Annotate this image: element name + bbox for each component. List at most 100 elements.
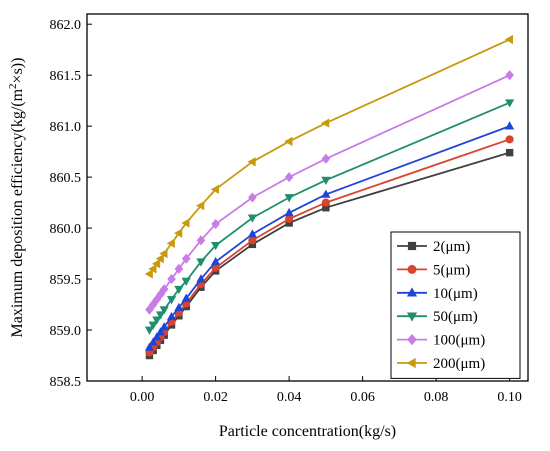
legend-item: 10(μm) <box>397 286 478 302</box>
y-tick-label: 861.5 <box>50 69 82 84</box>
legend-label: 100(μm) <box>433 333 485 349</box>
y-tick-label: 860.0 <box>50 222 82 237</box>
data-point <box>148 321 158 330</box>
data-point <box>167 274 176 285</box>
data-point <box>152 316 162 325</box>
data-point <box>504 34 513 45</box>
y-axis-title-part2: ×s)) <box>9 58 26 84</box>
data-point <box>159 248 168 259</box>
legend-item: 100(μm) <box>397 333 485 349</box>
legend-label: 5(μm) <box>433 262 470 278</box>
x-tick-label: 0.06 <box>350 390 375 405</box>
data-point <box>210 184 219 194</box>
data-point <box>505 148 514 157</box>
data-point <box>321 176 331 186</box>
data-point <box>211 242 221 251</box>
data-point <box>285 214 294 223</box>
data-point <box>174 228 183 238</box>
data-point <box>155 311 166 320</box>
data-point <box>211 256 221 266</box>
legend-marker <box>406 357 416 369</box>
axis-layer: 0.00 0.02 0.04 0.06 0.08 0.10 858.5 859.0 859.5 8… <box>50 18 522 405</box>
x-tick-label: 0.02 <box>203 390 228 405</box>
legend-item: 200(μm) <box>397 356 485 372</box>
legend-marker <box>407 264 417 274</box>
data-point <box>321 189 331 198</box>
data-point <box>321 198 330 207</box>
data-point <box>174 302 184 311</box>
series-group <box>144 99 515 335</box>
y-tick-label: 861.0 <box>50 120 82 135</box>
x-axis-title: Particle concentration(kg/s) <box>219 423 396 440</box>
data-point <box>151 259 161 269</box>
data-point <box>196 235 206 246</box>
data-point <box>284 136 293 147</box>
y-axis-title-superscript: 2 <box>7 83 19 89</box>
data-point <box>166 296 177 305</box>
y-tick-label: 859.0 <box>50 324 82 339</box>
data-point <box>248 236 257 245</box>
data-point <box>247 157 256 167</box>
legend: 2(μm) 5(μm) 10(μm) 50(μm) 100(μm) 200(μm) <box>390 231 521 379</box>
legend-items: 2(μm) 5(μm) 10(μm) 50(μm) 100(μm) 200(μm) <box>397 239 485 372</box>
legend-label: 10(μm) <box>433 286 478 302</box>
legend-box <box>390 231 521 379</box>
data-point <box>248 192 257 203</box>
series-group <box>144 34 513 279</box>
series-group <box>144 121 515 351</box>
y-tick-label: 859.5 <box>50 273 82 288</box>
data-point <box>196 258 206 267</box>
data-point <box>174 285 184 295</box>
legend-label: 200(μm) <box>433 356 485 372</box>
legend-label: 2(μm) <box>433 239 470 255</box>
data-point <box>155 254 164 264</box>
data-point <box>159 322 169 331</box>
data-point <box>284 172 294 183</box>
data-point <box>505 135 514 144</box>
data-point <box>505 121 515 130</box>
data-point <box>247 229 257 238</box>
legend-marker <box>407 334 417 346</box>
data-point <box>505 99 515 108</box>
x-tick-label: 0.08 <box>424 390 449 405</box>
legend-item: 2(μm) <box>397 239 470 255</box>
data-point <box>181 218 190 228</box>
legend-marker <box>406 312 418 322</box>
data-point <box>148 264 157 274</box>
data-point <box>144 269 153 279</box>
x-tick-label: 0.04 <box>277 390 302 405</box>
data-point <box>321 118 330 128</box>
data-point <box>284 194 294 203</box>
data-point <box>211 218 220 230</box>
plot-layer <box>144 34 515 360</box>
data-point <box>181 253 191 264</box>
y-tick-label: 858.5 <box>50 375 82 390</box>
legend-item: 5(μm) <box>397 262 470 278</box>
data-point <box>181 293 191 302</box>
y-axis-title: Maximum deposition efficiency(kg/(m2×s)) <box>7 58 26 338</box>
legend-item: 50(μm) <box>397 309 478 325</box>
data-point <box>166 311 177 321</box>
data-point <box>159 284 169 295</box>
data-point <box>144 342 155 351</box>
y-tick-label: 862.0 <box>50 18 82 33</box>
legend-label: 50(μm) <box>433 309 478 325</box>
data-point <box>144 326 155 335</box>
data-point <box>247 214 257 223</box>
data-point <box>284 207 294 217</box>
data-point <box>159 306 169 315</box>
series-group <box>145 70 514 315</box>
x-tick-label: 0.10 <box>497 390 522 405</box>
data-point <box>196 201 205 211</box>
data-point <box>181 277 191 286</box>
data-point <box>505 70 514 81</box>
x-tick-label: 0.00 <box>130 390 155 405</box>
y-axis-title-part1: Maximum deposition efficiency(kg/(m <box>9 88 26 337</box>
legend-marker <box>406 287 418 297</box>
plot-frame <box>86 13 529 382</box>
data-point <box>166 238 175 248</box>
data-point <box>152 332 162 341</box>
y-tick-label: 860.5 <box>50 171 82 186</box>
